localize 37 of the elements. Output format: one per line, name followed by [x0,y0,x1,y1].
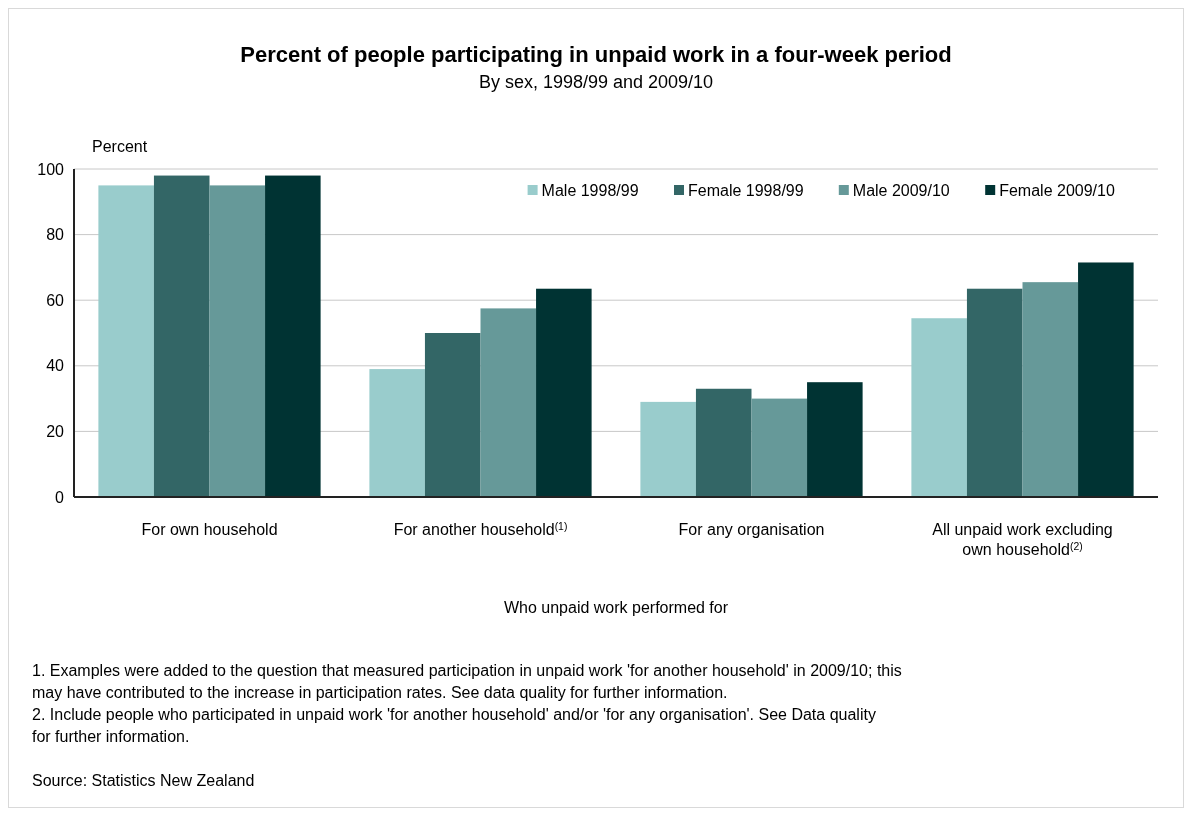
bar [536,288,592,497]
bar [751,398,808,497]
bar [209,185,266,497]
y-tick-label: 40 [46,357,65,375]
bar [98,185,154,497]
bar [807,382,863,497]
bar [640,401,696,497]
bar [369,369,425,497]
text: 1. Examples were added to the question that measured participation in unpaid work 'for another household' in 2009/10; this may have contributed to the increase in participation rates. See data quality for further information. [32,662,902,701]
x-tick-label: For any organisation [678,521,825,538]
y-axis-title: Percent [92,138,148,155]
x-tick-label: For another household$^{(1)}$ [393,520,568,538]
source-note: Source: Statistics New Zealand [32,772,255,789]
y-tick-label: 80 [46,226,65,244]
y-tick-label: 0 [55,488,65,506]
x-axis-title: Who unpaid work performed for [503,599,729,616]
bar [265,175,321,497]
x-tick-label: For own household [141,521,278,538]
legend-label: Male 1998/99 [541,181,639,199]
legend-label: Male 2009/10 [852,181,950,199]
legend-label: Female 1998/99 [688,181,804,199]
text: 2. Include people who participated in unpaid work 'for another household' and/or 'for any organisation'. See Data quality for further information. [32,706,876,745]
chart-title: Percent of people participating in unpaid work in a four-week period [240,42,952,67]
y-tick-label: 60 [46,291,65,309]
chart-subtitle: By sex, 1998/99 and 2009/10 [478,72,714,92]
y-tick-label: 100 [37,160,65,178]
x-tick-label: All unpaid work excluding own household$^{(2)}$ [932,521,1113,558]
bar [153,175,210,497]
bar [1078,262,1134,497]
bar [911,318,967,497]
bar [480,308,537,497]
bar [966,288,1023,497]
bar [424,333,481,497]
bar [1022,282,1079,497]
y-tick-label: 20 [46,423,65,440]
legend-label: Female 2009/10 [999,181,1115,199]
bar [695,388,752,497]
